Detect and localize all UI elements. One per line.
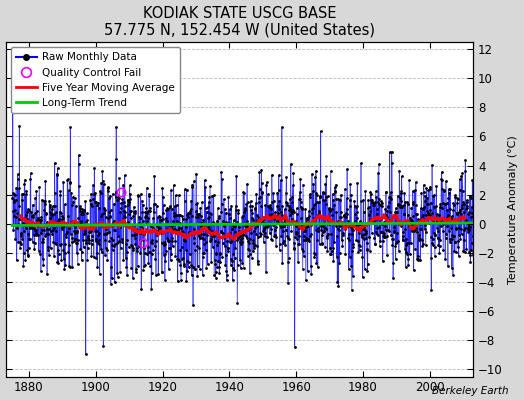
Legend: Raw Monthly Data, Quality Control Fail, Five Year Moving Average, Long-Term Tren: Raw Monthly Data, Quality Control Fail, … [11,47,180,113]
Title: KODIAK STATE USCG BASE
57.775 N, 152.454 W (United States): KODIAK STATE USCG BASE 57.775 N, 152.454… [104,6,375,38]
Text: Berkeley Earth: Berkeley Earth [432,386,508,396]
Y-axis label: Temperature Anomaly (°C): Temperature Anomaly (°C) [508,135,518,284]
